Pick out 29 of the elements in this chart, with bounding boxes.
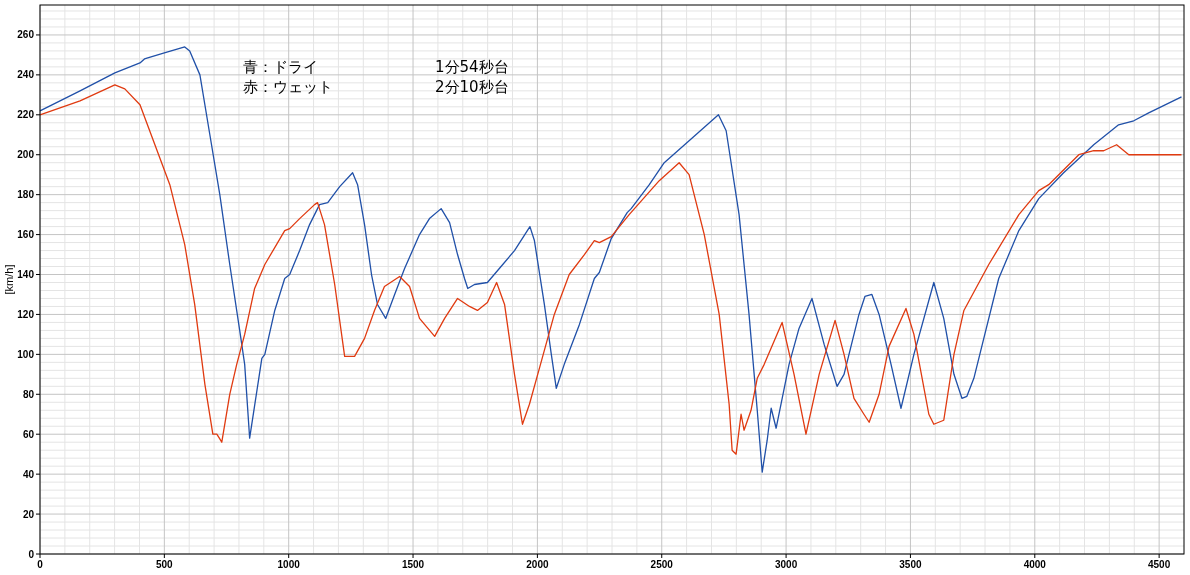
annotation: 青：ドライ (243, 58, 318, 76)
y-tick-label: 20 (22, 508, 35, 520)
x-tick-label: 2000 (526, 559, 549, 570)
y-tick-label: 80 (22, 388, 35, 400)
annotation: 1分54秒台 (435, 58, 509, 76)
y-tick-label: 240 (17, 69, 35, 81)
y-tick-label: 120 (17, 308, 35, 320)
x-tick-label: 1000 (277, 559, 301, 570)
x-tick-label: 3000 (774, 559, 798, 570)
x-tick-label: 2500 (650, 559, 674, 570)
y-tick-label: 200 (17, 149, 35, 161)
y-tick-label: 100 (17, 348, 35, 360)
y-tick-label: 40 (22, 468, 35, 480)
y-tick-label: 180 (17, 189, 35, 201)
x-tick-label: 1500 (401, 559, 425, 570)
annotation: 赤：ウェット (243, 78, 333, 96)
y-tick-label: 160 (17, 229, 35, 241)
y-tick-label: 140 (17, 269, 35, 281)
y-tick-label: 260 (17, 29, 35, 41)
y-tick-label: 0 (28, 548, 35, 560)
x-tick-label: 3500 (899, 559, 922, 570)
y-tick-label: 60 (22, 428, 35, 440)
annotation: 2分10秒台 (435, 78, 509, 96)
x-tick-label: 4000 (1023, 559, 1047, 570)
y-axis-title: [km/h] (3, 264, 15, 295)
x-tick-label: 4500 (1148, 559, 1171, 570)
x-tick-label: 500 (156, 559, 174, 570)
x-tick-label: 0 (37, 559, 44, 570)
y-tick-label: 220 (17, 109, 35, 121)
